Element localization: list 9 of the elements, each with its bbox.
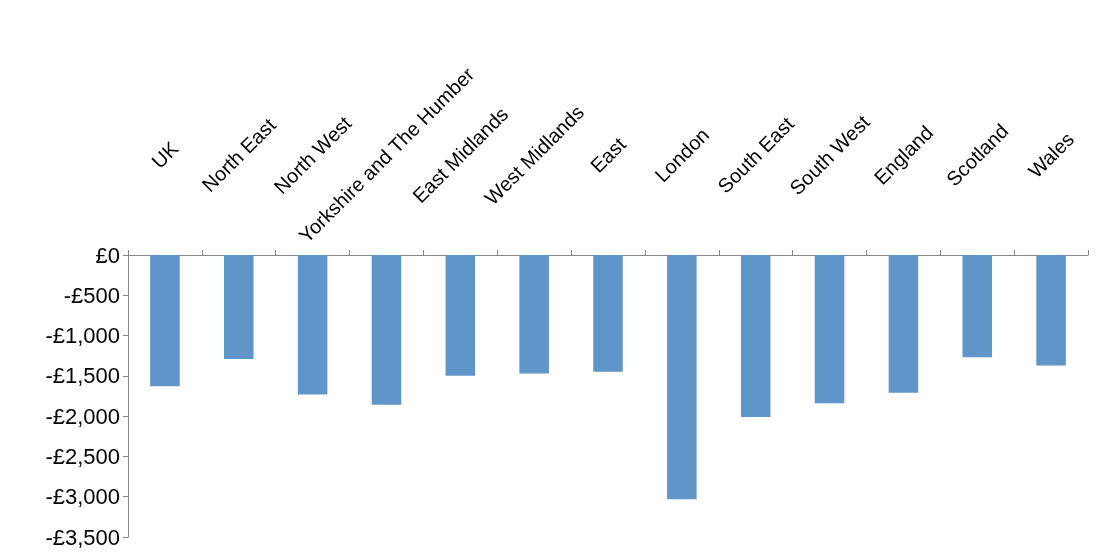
y-tick-label: -£2,000 xyxy=(45,403,120,429)
y-tick-label: -£500 xyxy=(63,282,120,308)
y-tick-label: -£3,500 xyxy=(45,524,120,550)
y-tick-label: -£1,000 xyxy=(45,323,120,349)
y-tick-label: £0 xyxy=(95,242,120,268)
y-tick-label: -£1,500 xyxy=(45,363,120,389)
x-tick-label: UK xyxy=(147,136,183,173)
y-tick-label: -£3,000 xyxy=(45,484,120,510)
y-tick-label: -£2,500 xyxy=(45,443,120,469)
